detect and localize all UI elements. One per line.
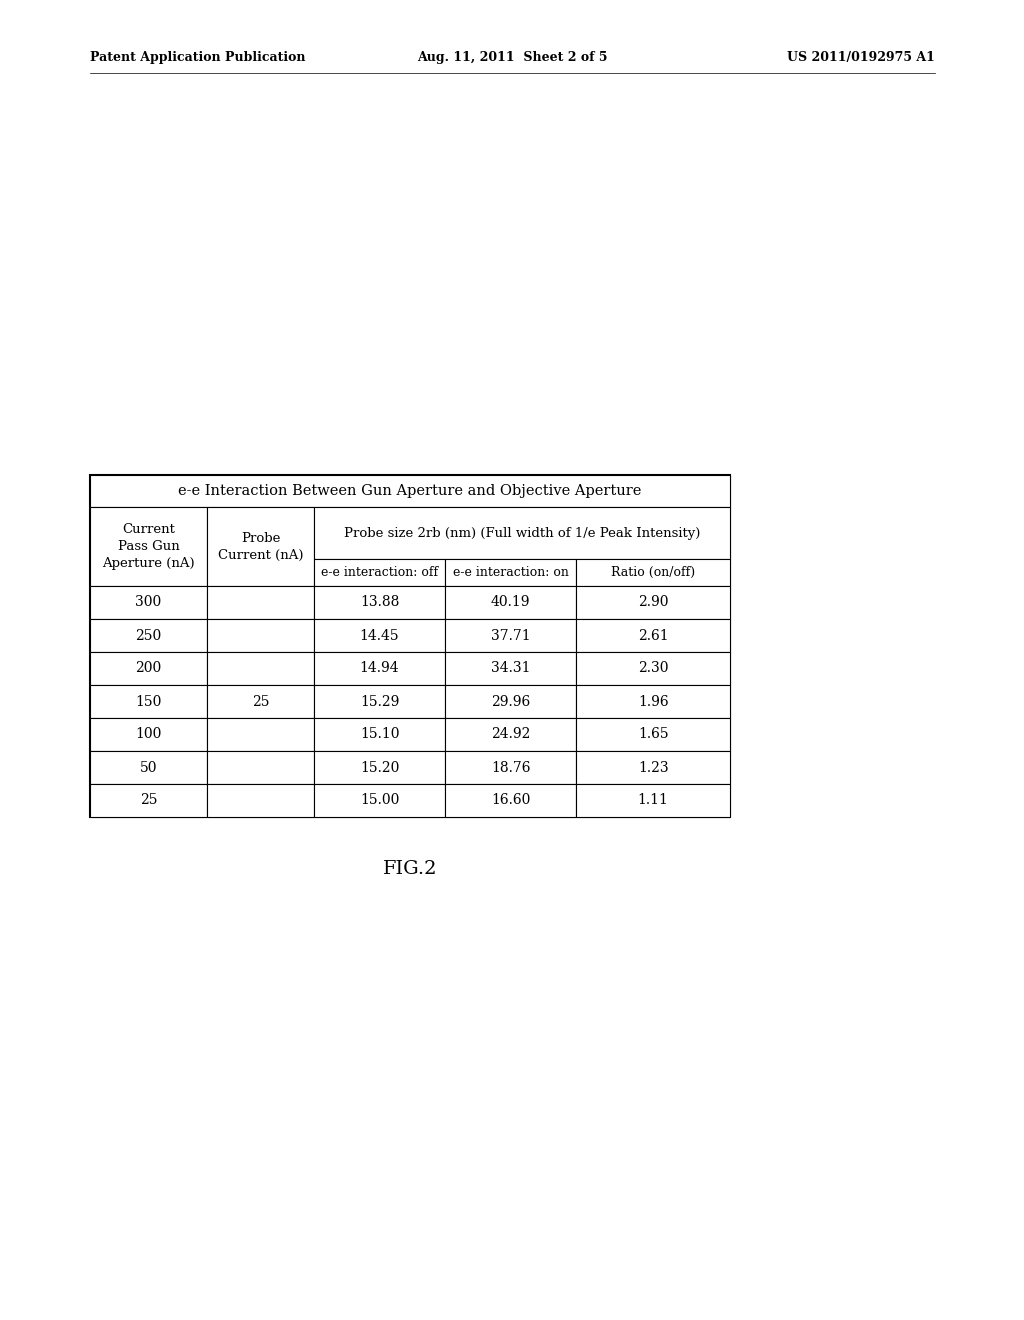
Bar xyxy=(445,619,577,652)
Text: 15.20: 15.20 xyxy=(359,760,399,775)
Text: 2.30: 2.30 xyxy=(638,661,669,676)
Bar xyxy=(207,718,314,751)
Text: 250: 250 xyxy=(135,628,162,643)
Bar xyxy=(90,586,207,619)
Bar xyxy=(314,558,445,586)
Text: 34.31: 34.31 xyxy=(492,661,530,676)
Bar xyxy=(314,718,445,751)
Bar xyxy=(577,718,730,751)
Bar xyxy=(445,685,577,718)
Text: 1.96: 1.96 xyxy=(638,694,669,709)
Text: FIG.2: FIG.2 xyxy=(383,861,437,878)
Text: 25: 25 xyxy=(140,793,158,808)
Bar xyxy=(445,652,577,685)
Bar xyxy=(207,586,314,619)
Bar xyxy=(207,652,314,685)
Bar xyxy=(577,685,730,718)
Text: Current
Pass Gun
Aperture (nA): Current Pass Gun Aperture (nA) xyxy=(102,523,195,570)
Bar xyxy=(207,685,314,718)
Text: 50: 50 xyxy=(140,760,158,775)
Text: 40.19: 40.19 xyxy=(492,595,530,610)
Bar xyxy=(314,751,445,784)
Bar xyxy=(207,751,314,784)
Text: Aug. 11, 2011  Sheet 2 of 5: Aug. 11, 2011 Sheet 2 of 5 xyxy=(417,50,607,63)
Bar xyxy=(90,475,730,507)
Text: 16.60: 16.60 xyxy=(492,793,530,808)
Text: 15.00: 15.00 xyxy=(359,793,399,808)
Text: 14.45: 14.45 xyxy=(359,628,399,643)
Bar xyxy=(90,652,207,685)
Bar xyxy=(314,784,445,817)
Bar xyxy=(314,619,445,652)
Bar xyxy=(90,751,207,784)
Bar xyxy=(577,619,730,652)
Bar xyxy=(445,784,577,817)
Text: Probe
Current (nA): Probe Current (nA) xyxy=(218,532,303,561)
Text: 2.61: 2.61 xyxy=(638,628,669,643)
Bar xyxy=(207,507,314,586)
Text: 13.88: 13.88 xyxy=(359,595,399,610)
Bar xyxy=(314,586,445,619)
Text: e-e interaction: off: e-e interaction: off xyxy=(322,566,438,579)
Text: US 2011/0192975 A1: US 2011/0192975 A1 xyxy=(787,50,935,63)
Text: Probe size 2rb (nm) (Full width of 1/e Peak Intensity): Probe size 2rb (nm) (Full width of 1/e P… xyxy=(344,527,700,540)
Bar xyxy=(314,652,445,685)
Bar xyxy=(445,718,577,751)
Bar xyxy=(90,507,207,586)
Text: 1.11: 1.11 xyxy=(638,793,669,808)
Text: 200: 200 xyxy=(135,661,162,676)
Bar xyxy=(445,586,577,619)
Text: Patent Application Publication: Patent Application Publication xyxy=(90,50,305,63)
Bar xyxy=(314,685,445,718)
Text: 18.76: 18.76 xyxy=(492,760,530,775)
Text: Ratio (on/off): Ratio (on/off) xyxy=(611,566,695,579)
Text: 1.23: 1.23 xyxy=(638,760,669,775)
Text: 25: 25 xyxy=(252,694,269,709)
Text: 300: 300 xyxy=(135,595,162,610)
Text: 24.92: 24.92 xyxy=(492,727,530,742)
Bar xyxy=(445,558,577,586)
Bar xyxy=(90,475,730,817)
Bar xyxy=(577,652,730,685)
Bar xyxy=(207,784,314,817)
Text: 2.90: 2.90 xyxy=(638,595,669,610)
Bar xyxy=(207,619,314,652)
Bar xyxy=(577,558,730,586)
Text: 37.71: 37.71 xyxy=(490,628,530,643)
Text: 14.94: 14.94 xyxy=(359,661,399,676)
Text: 29.96: 29.96 xyxy=(492,694,530,709)
Bar xyxy=(577,784,730,817)
Text: e-e Interaction Between Gun Aperture and Objective Aperture: e-e Interaction Between Gun Aperture and… xyxy=(178,484,642,498)
Bar xyxy=(90,685,207,718)
Bar xyxy=(90,784,207,817)
Bar xyxy=(577,586,730,619)
Text: e-e interaction: on: e-e interaction: on xyxy=(453,566,568,579)
Text: 100: 100 xyxy=(135,727,162,742)
Text: 15.10: 15.10 xyxy=(359,727,399,742)
Text: 1.65: 1.65 xyxy=(638,727,669,742)
Bar xyxy=(90,619,207,652)
Text: 15.29: 15.29 xyxy=(359,694,399,709)
Bar xyxy=(314,507,730,558)
Bar xyxy=(577,751,730,784)
Bar xyxy=(445,751,577,784)
Bar xyxy=(90,718,207,751)
Text: 150: 150 xyxy=(135,694,162,709)
